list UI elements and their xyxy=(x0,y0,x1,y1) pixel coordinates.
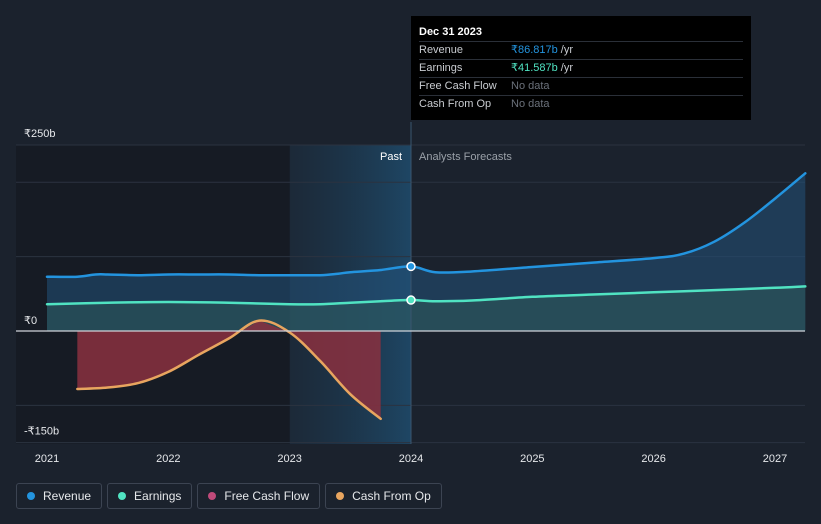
x-tick-label: 2024 xyxy=(399,453,423,465)
x-tick-label: 2026 xyxy=(641,453,665,465)
tooltip-row-cash-from-op: Cash From Op No data xyxy=(419,95,743,113)
tooltip-row-earnings: Earnings ₹41.587b /yr xyxy=(419,59,743,77)
cash-from-op-line xyxy=(76,319,382,421)
forecast-label: Analysts Forecasts xyxy=(419,151,512,163)
tooltip-row-free-cash-flow: Free Cash Flow No data xyxy=(419,77,743,95)
revenue-area xyxy=(47,173,806,331)
y-tick-label: -₹150b xyxy=(24,426,59,438)
earnings-area xyxy=(47,286,806,331)
tooltip-value: ₹86.817b xyxy=(511,44,558,56)
legend-label: Earnings xyxy=(134,489,182,503)
earnings-highlight-point xyxy=(406,295,416,305)
x-tick-label: 2022 xyxy=(156,453,180,465)
x-tick-label: 2025 xyxy=(520,453,544,465)
legend-item-earnings[interactable]: Earnings xyxy=(107,483,193,509)
legend-item-free-cash-flow[interactable]: Free Cash Flow xyxy=(197,483,321,509)
x-tick-label: 2023 xyxy=(277,453,301,465)
tooltip-row-revenue: Revenue ₹86.817b /yr xyxy=(419,41,743,59)
legend-label: Free Cash Flow xyxy=(224,489,310,503)
y-tick-label: ₹0 xyxy=(24,315,37,327)
tooltip-unit: /yr xyxy=(560,44,573,56)
legend-item-revenue[interactable]: Revenue xyxy=(16,483,103,509)
x-tick-label: 2021 xyxy=(35,453,59,465)
free-cash-flow-dot-icon xyxy=(208,492,217,500)
y-tick-label: ₹250b xyxy=(24,128,55,140)
tooltip-value: No data xyxy=(511,98,550,110)
tooltip-label: Earnings xyxy=(419,62,463,74)
legend-label: Cash From Op xyxy=(352,489,431,503)
revenue-highlight-point xyxy=(406,261,416,272)
tooltip-value: ₹41.587b xyxy=(511,62,558,74)
tooltip-unit: /yr xyxy=(560,62,573,74)
revenue-dot-icon xyxy=(27,492,35,500)
revenue-line xyxy=(45,172,807,279)
x-tick-label: 2027 xyxy=(763,453,787,465)
legend: Revenue Earnings Free Cash Flow Cash Fro… xyxy=(16,483,442,509)
cash-from-op-dot-icon xyxy=(336,492,345,500)
legend-label: Revenue xyxy=(43,489,92,503)
tooltip-value: No data xyxy=(511,80,550,92)
tooltip-date: Dec 31 2023 xyxy=(419,26,482,38)
past-label: Past xyxy=(380,151,402,163)
legend-item-cash-from-op[interactable]: Cash From Op xyxy=(325,483,442,509)
tooltip-label: Revenue xyxy=(419,44,464,56)
tooltip-label: Free Cash Flow xyxy=(419,80,497,92)
tooltip-label: Cash From Op xyxy=(419,98,492,110)
tooltip: Dec 31 2023 Revenue ₹86.817b /yr Earning… xyxy=(411,16,751,120)
earnings-dot-icon xyxy=(118,492,127,500)
